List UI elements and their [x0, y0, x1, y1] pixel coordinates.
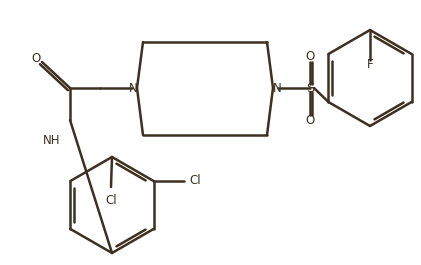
- Text: O: O: [305, 113, 314, 126]
- Text: F: F: [367, 59, 373, 72]
- Text: N: N: [129, 82, 137, 95]
- Text: Cl: Cl: [105, 195, 117, 207]
- Text: O: O: [305, 51, 314, 64]
- Text: S: S: [306, 82, 314, 95]
- Text: O: O: [32, 51, 40, 64]
- Text: NH: NH: [43, 134, 61, 147]
- Text: Cl: Cl: [190, 174, 201, 188]
- Text: N: N: [273, 82, 281, 95]
